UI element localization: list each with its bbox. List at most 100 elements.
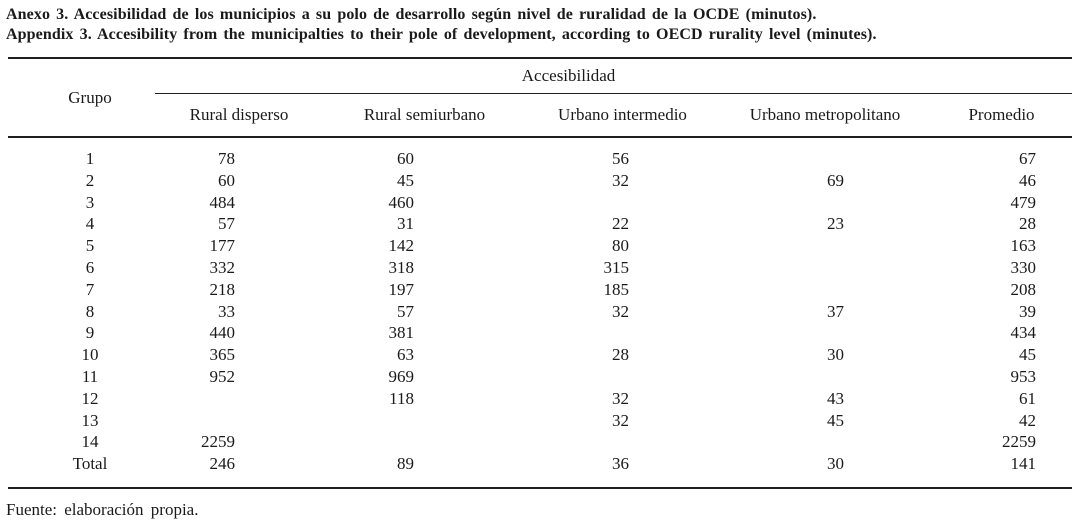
value-cell xyxy=(155,410,323,432)
value-cell: 63 xyxy=(397,345,414,365)
value-cell: 33 xyxy=(218,301,235,321)
value-cell: 197 xyxy=(388,279,415,299)
table-row: 2 60 45 32 69 46 xyxy=(8,170,1072,192)
value-cell: 69 xyxy=(827,170,844,190)
value-cell: 332 xyxy=(209,257,236,277)
table-row: 10 365 63 28 30 45 xyxy=(8,344,1072,366)
accessibility-table: Grupo Accesibilidad Rural disperso Rural… xyxy=(8,57,1073,489)
table-row: 11 952 969 953 xyxy=(8,366,1072,388)
value-cell: 118 xyxy=(389,388,414,408)
value-cell: 218 xyxy=(209,279,236,299)
caption-spanish: Anexo 3. Accesibilidad de los municipios… xyxy=(6,6,817,23)
table-row: 5 177 142 80 163 xyxy=(8,235,1072,257)
group-cell: 7 xyxy=(85,279,95,299)
header-row-columns: Rural disperso Rural semiurbano Urbano i… xyxy=(8,93,1073,138)
value-cell xyxy=(526,431,719,453)
value-cell: 61 xyxy=(1019,388,1037,408)
value-cell: 952 xyxy=(209,366,236,386)
value-cell xyxy=(719,257,931,279)
value-cell: 67 xyxy=(1019,149,1037,168)
group-cell: 3 xyxy=(85,192,95,212)
value-cell: 381 xyxy=(388,323,415,343)
column-header-urbano-metropolitano: Urbano metropolitano xyxy=(719,93,931,138)
value-cell: 45 xyxy=(827,410,844,430)
column-header-grupo: Grupo xyxy=(8,58,155,138)
table-row: 9 440 381 434 xyxy=(8,322,1072,344)
value-cell: 953 xyxy=(1010,366,1037,386)
column-group-header-label: Accesibilidad xyxy=(521,65,616,85)
value-cell: 46 xyxy=(1019,170,1037,190)
value-cell: 185 xyxy=(603,279,630,299)
value-cell: 28 xyxy=(612,345,629,365)
value-cell: 141 xyxy=(931,453,1073,489)
table-row: 6 332 318 315 330 xyxy=(8,257,1072,279)
group-cell: Total xyxy=(8,453,155,489)
table-row: 8 33 57 32 37 39 xyxy=(8,301,1072,323)
table-row: 14 2259 2259 xyxy=(8,431,1072,453)
group-cell: 6 xyxy=(85,257,95,277)
value-cell xyxy=(323,410,526,432)
value-cell: 39 xyxy=(1019,301,1037,321)
value-cell: 440 xyxy=(209,323,236,343)
value-cell xyxy=(719,279,931,301)
column-header-urbano-intermedio: Urbano intermedio xyxy=(526,93,719,138)
value-cell xyxy=(719,322,931,344)
value-cell: 89 xyxy=(323,453,526,489)
value-cell: 57 xyxy=(397,301,414,321)
group-cell: 10 xyxy=(81,345,99,365)
value-cell: 60 xyxy=(218,170,235,190)
column-header-promedio: Promedio xyxy=(931,93,1073,138)
value-cell: 30 xyxy=(827,345,844,365)
value-cell: 32 xyxy=(612,170,629,190)
value-cell: 460 xyxy=(388,192,415,212)
value-cell: 30 xyxy=(719,453,931,489)
column-group-header-accesibilidad: Accesibilidad xyxy=(155,58,1073,94)
value-cell xyxy=(719,192,931,214)
value-cell xyxy=(323,431,526,453)
value-cell: 479 xyxy=(1010,192,1037,212)
table-row: 3 484 460 479 xyxy=(8,192,1072,214)
value-cell: 22 xyxy=(612,214,629,234)
table-header: Grupo Accesibilidad Rural disperso Rural… xyxy=(8,58,1073,138)
value-cell: 365 xyxy=(209,345,236,365)
value-cell: 330 xyxy=(1010,257,1037,277)
value-cell: 80 xyxy=(612,236,629,256)
value-cell xyxy=(719,235,931,257)
column-header-rural-disperso: Rural disperso xyxy=(155,93,323,138)
group-cell: 13 xyxy=(81,410,99,430)
header-row-group: Grupo Accesibilidad xyxy=(8,58,1073,138)
value-cell xyxy=(719,431,931,453)
value-cell: 315 xyxy=(603,257,630,277)
value-cell: 42 xyxy=(1019,410,1037,430)
group-cell: 4 xyxy=(85,214,95,234)
value-cell xyxy=(719,137,931,170)
value-cell: 23 xyxy=(827,214,844,234)
value-cell: 2259 xyxy=(1002,432,1037,452)
value-cell: 45 xyxy=(1019,345,1037,365)
value-cell: 177 xyxy=(209,236,236,256)
value-cell: 28 xyxy=(1019,214,1037,234)
source-note: Fuente: elaboración propia. xyxy=(6,499,199,519)
table-body: 1 78 60 56 67 2 60 45 32 69 46 3 484 460 479 4 57 31 22 23 2… xyxy=(8,137,1073,489)
value-cell: 2259 xyxy=(201,432,235,452)
group-cell: 2 xyxy=(85,170,95,190)
value-cell: 484 xyxy=(209,192,236,212)
group-cell: 5 xyxy=(85,236,95,256)
column-header-rural-semiurbano: Rural semiurbano xyxy=(323,93,526,138)
table-row: 4 57 31 22 23 28 xyxy=(8,213,1072,235)
group-cell: 1 xyxy=(85,149,95,168)
value-cell: 78 xyxy=(218,149,235,168)
value-cell: 57 xyxy=(218,214,235,234)
value-cell: 318 xyxy=(388,257,415,277)
value-cell xyxy=(155,388,323,410)
value-cell: 163 xyxy=(1010,236,1037,256)
value-cell: 969 xyxy=(388,366,415,386)
table-row: 1 78 60 56 67 xyxy=(8,137,1072,170)
value-cell: 31 xyxy=(397,214,414,234)
value-cell: 37 xyxy=(827,301,844,321)
table-row: 13 32 45 42 xyxy=(8,410,1072,432)
value-cell xyxy=(719,366,931,388)
value-cell: 56 xyxy=(612,149,629,168)
value-cell: 434 xyxy=(1010,323,1037,343)
